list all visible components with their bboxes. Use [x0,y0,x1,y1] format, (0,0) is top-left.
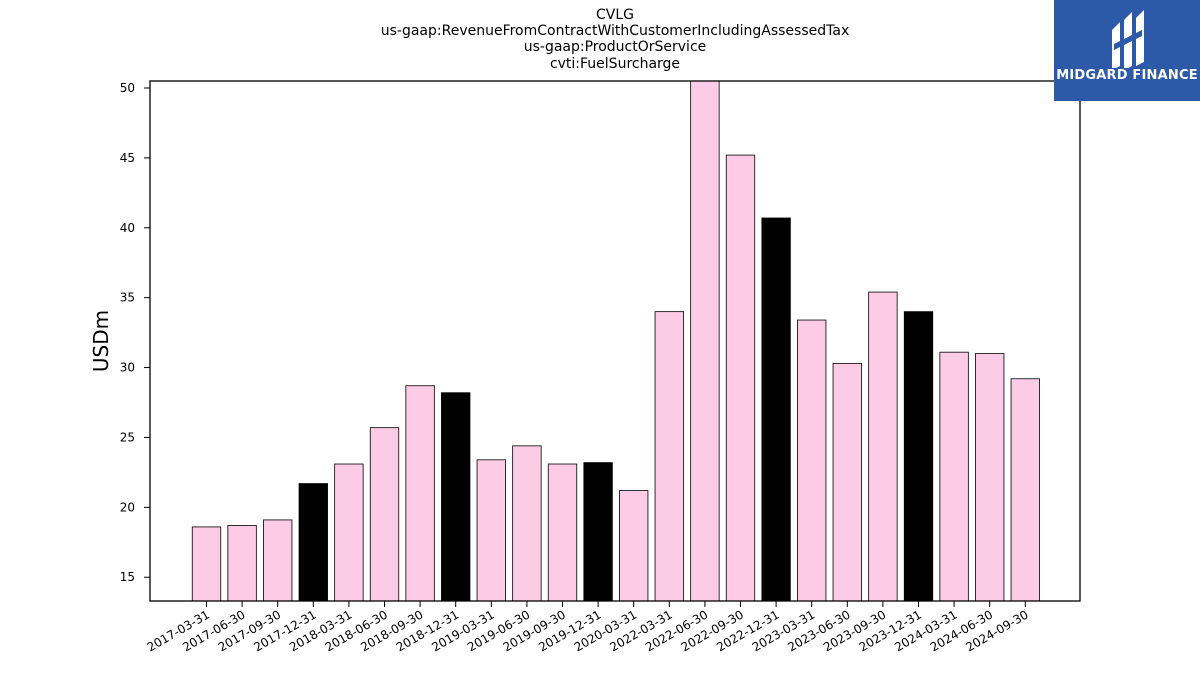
bar-2017-03-31 [191,526,222,602]
title-line-ticker: CVLG [595,7,634,23]
y-tick-label-50: 50 [120,81,135,95]
y-tick-label-30: 30 [120,361,135,375]
bar-2020-03-31 [619,490,649,602]
bar-2023-03-31 [797,319,827,602]
y-axis-label: USDm [89,310,113,372]
plot-frame [149,80,1081,602]
y-tick-label-25: 25 [120,430,135,444]
logo-mark-icon [1112,10,1144,68]
y-tick-label-45: 45 [120,151,135,165]
bar-2018-03-31 [334,463,364,602]
title-line-axis: us-gaap:ProductOrService [523,39,707,55]
bar-2022-12-31 [761,217,791,602]
title-line-member: cvti:FuelSurcharge [549,56,681,72]
bar-2023-09-30 [868,291,898,602]
bar-2023-06-30 [832,362,862,602]
bar-2024-09-30 [1010,378,1040,602]
bar-2018-06-30 [369,427,400,602]
x-axis: 2017-03-312017-06-302017-09-302017-12-31… [145,601,1031,654]
bar-2024-06-30 [975,353,1005,602]
bar-2019-03-31 [476,459,506,602]
bar-2023-12-31 [903,311,934,602]
bar-2019-12-31 [583,462,613,602]
bar-2019-06-30 [512,445,542,602]
bars-group [191,80,1040,602]
bar-2017-06-30 [227,525,257,602]
bar-2017-09-30 [263,519,293,602]
bar-2022-06-30 [690,80,720,602]
bar-2019-09-30 [547,463,578,602]
bar-2018-09-30 [405,385,435,602]
bar-2017-12-31 [298,483,328,602]
logo-text: MIDGARD FINANCE [1056,68,1198,83]
y-axis: 15 20 25 30 35 40 45 50 [120,81,150,584]
y-tick-label-15: 15 [120,570,135,584]
y-tick-label-20: 20 [120,500,135,514]
bar-2024-03-31 [939,351,969,602]
bar-2022-03-31 [654,311,684,602]
y-tick-label-35: 35 [120,291,135,305]
bar-2018-12-31 [441,392,471,602]
y-tick-label-40: 40 [120,221,135,235]
title-line-concept: us-gaap:RevenueFromContractWithCustomerI… [380,23,850,39]
bar-2022-09-30 [725,154,756,602]
logo: MIDGARD FINANCE [1054,0,1200,101]
